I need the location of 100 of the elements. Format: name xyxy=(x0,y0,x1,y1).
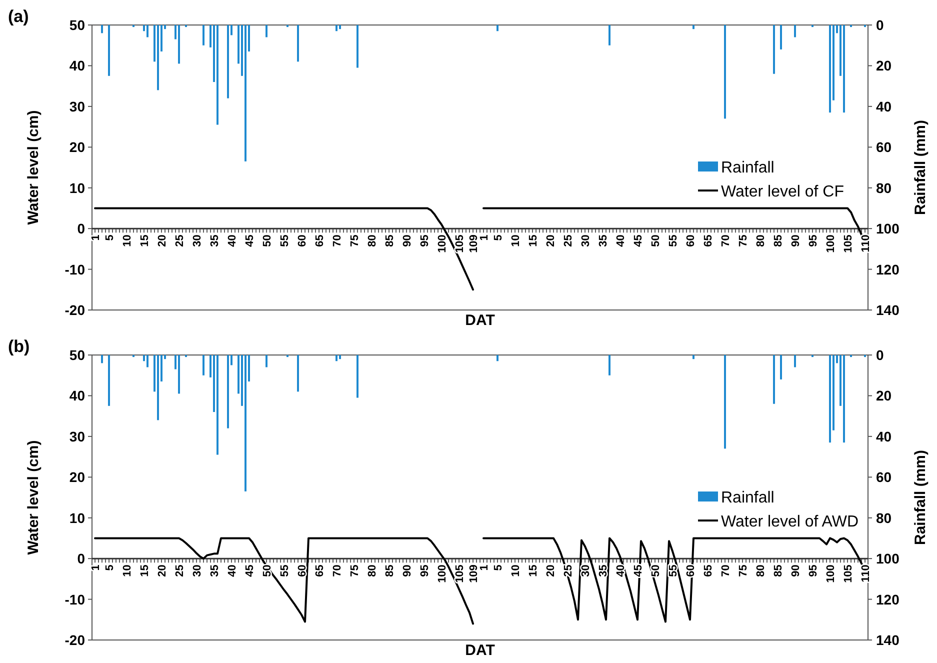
x-tick-label: 85 xyxy=(384,564,396,577)
y-tick-label: -10 xyxy=(64,591,86,608)
y-tick-label: -20 xyxy=(64,302,86,318)
x-axis-title: DAT xyxy=(465,642,495,659)
x-tick-label: 25 xyxy=(562,234,574,247)
y-tick-label: 20 xyxy=(69,139,86,156)
y-tick-label: -20 xyxy=(64,632,86,648)
bar xyxy=(608,25,610,46)
x-tick-label: 20 xyxy=(545,234,557,247)
x-tick-label: 55 xyxy=(668,564,680,577)
x-tick-label: 75 xyxy=(349,234,361,247)
x-tick-label: 60 xyxy=(685,234,697,247)
x-tick-label: 30 xyxy=(580,234,592,247)
y2-tick-label: 120 xyxy=(876,591,900,608)
y-tick-label: 40 xyxy=(69,58,86,74)
x-tick-label: 80 xyxy=(366,564,378,577)
bar xyxy=(178,25,180,64)
x-tick-label: 100 xyxy=(436,234,448,253)
bar xyxy=(339,355,341,360)
bar xyxy=(794,25,796,38)
x-tick-label: 55 xyxy=(279,234,291,247)
x-tick-label: 45 xyxy=(244,234,256,247)
bar xyxy=(101,355,103,364)
bar xyxy=(202,25,204,46)
bar xyxy=(829,25,831,113)
y2-tick-label: 60 xyxy=(876,139,892,156)
x-tick-label: 20 xyxy=(156,234,168,247)
y-tick-label: 50 xyxy=(69,17,86,33)
bar xyxy=(146,25,148,38)
bar xyxy=(146,355,148,368)
y2-tick-label: 140 xyxy=(876,302,900,318)
bar xyxy=(496,25,498,32)
bar xyxy=(266,355,268,368)
bar xyxy=(101,25,103,34)
x-tick-label: 105 xyxy=(454,564,466,583)
bar xyxy=(773,25,775,74)
x-tick-label: 25 xyxy=(174,564,186,577)
bar xyxy=(336,355,338,362)
x-tick-label: 105 xyxy=(842,234,854,253)
y2-tick-label: 80 xyxy=(876,180,892,196)
x-tick-label: 15 xyxy=(528,234,540,247)
x-tick-label: 85 xyxy=(384,234,396,247)
y-tick-label: 0 xyxy=(77,550,86,567)
y-tick-label: 30 xyxy=(69,428,86,444)
x-tick-label: 80 xyxy=(755,234,767,247)
x-tick-label: 85 xyxy=(772,564,784,577)
x-tick-label: 20 xyxy=(156,564,168,577)
x-tick-label: 75 xyxy=(349,564,361,577)
x-tick-label: 1 xyxy=(478,234,490,241)
x-tick-label: 85 xyxy=(772,234,784,247)
x-tick-label: 55 xyxy=(279,564,291,577)
chart-title: (b) xyxy=(8,337,30,356)
bar xyxy=(157,355,159,420)
y-axis-title: Water level (cm) xyxy=(25,440,42,555)
bar xyxy=(227,355,229,428)
x-tick-label: 20 xyxy=(545,564,557,577)
y2-tick-label: 20 xyxy=(876,388,892,404)
x-tick-label: 109 xyxy=(468,564,480,583)
x-tick-label: 95 xyxy=(419,564,431,577)
x-tick-label: 55 xyxy=(668,234,680,247)
bar xyxy=(297,355,299,392)
chart-title: (a) xyxy=(8,7,29,26)
bar xyxy=(244,355,246,492)
y-tick-label: 40 xyxy=(69,388,86,404)
x-tick-label: 5 xyxy=(492,564,504,571)
x-tick-label: 15 xyxy=(139,234,151,247)
bar xyxy=(608,355,610,376)
x-tick-label: 30 xyxy=(192,234,204,247)
y2-tick-label: 60 xyxy=(876,469,892,486)
x-tick-label: 75 xyxy=(738,564,750,577)
x-tick-label: 90 xyxy=(790,564,802,577)
x-tick-label: 15 xyxy=(139,564,151,577)
legend-label: Water level of CF xyxy=(721,184,844,200)
y-axis-title: Water level (cm) xyxy=(25,110,42,225)
x-tick-label: 100 xyxy=(436,564,448,583)
y2-tick-label: 0 xyxy=(876,17,884,33)
y2-tick-label: 80 xyxy=(876,510,892,526)
x-tick-label: 95 xyxy=(808,234,820,247)
x-tick-label: 100 xyxy=(825,234,837,253)
y2-tick-label: 120 xyxy=(876,261,900,278)
y-tick-label: 20 xyxy=(69,469,86,486)
legend-label: Water level of AWD xyxy=(721,514,859,530)
x-tick-label: 45 xyxy=(244,564,256,577)
x-tick-label: 1 xyxy=(478,564,490,571)
x-tick-label: 1 xyxy=(90,564,102,571)
bar xyxy=(724,355,726,449)
bar xyxy=(780,25,782,50)
x-tick-label: 15 xyxy=(528,564,540,577)
x-tick-label: 65 xyxy=(702,234,714,247)
bar xyxy=(216,25,218,125)
x-tick-label: 80 xyxy=(755,564,767,577)
bar xyxy=(692,25,694,30)
x-tick-label: 5 xyxy=(104,234,116,241)
x-tick-label: 60 xyxy=(296,234,308,247)
x-tick-label: 40 xyxy=(226,234,238,247)
legend-label: Rainfall xyxy=(721,160,774,176)
x-tick-label: 10 xyxy=(510,234,522,247)
bar xyxy=(216,355,218,455)
x-tick-label: 35 xyxy=(209,234,221,247)
x-tick-label: 70 xyxy=(332,564,344,577)
